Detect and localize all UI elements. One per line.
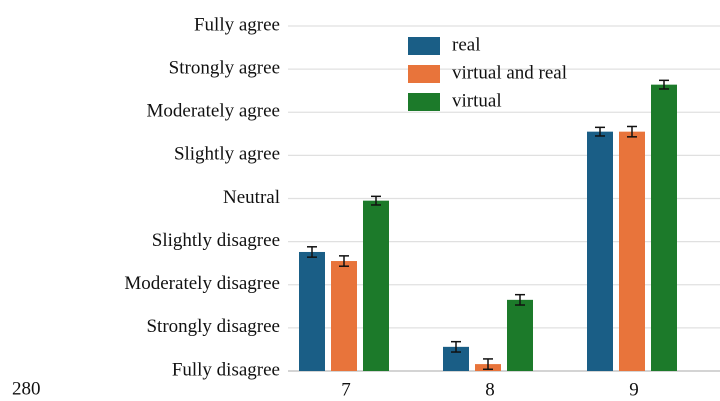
y-tick-label: Neutral [223,187,280,208]
y-tick-label: Strongly agree [169,57,280,78]
y-tick-label: Fully agree [194,14,280,35]
legend-label: virtual [452,90,502,111]
bar [651,84,677,372]
legend-label: real [452,34,480,55]
bar [587,131,613,371]
error-bar [595,126,605,137]
bar [507,299,533,371]
error-bar [307,246,317,258]
error-bar [659,79,669,90]
y-tick-label: Moderately disagree [124,273,280,294]
y-tick-label: Moderately agree [147,101,280,122]
error-bar [371,195,381,206]
x-tick-label: 8 [485,379,495,400]
y-tick-label: Strongly disagree [146,316,280,337]
legend-swatch [408,65,440,83]
error-bar [339,255,349,267]
y-tick-label: Slightly disagree [152,230,280,251]
bar [619,131,645,371]
error-bar [451,340,461,353]
y-tick-label: Slightly agree [174,144,280,165]
legend-swatch [408,37,440,55]
error-bar [483,358,493,371]
x-tick-label: 9 [629,379,639,400]
error-bar [627,125,637,138]
error-bar [515,293,525,306]
bar [331,261,357,371]
legend-label: virtual and real [452,62,567,83]
page-number: 280 [12,378,41,399]
x-tick-label: 7 [341,379,351,400]
bar [299,251,325,371]
y-tick-label: Fully disagree [172,359,280,380]
legend-swatch [408,93,440,111]
bar [363,200,389,371]
